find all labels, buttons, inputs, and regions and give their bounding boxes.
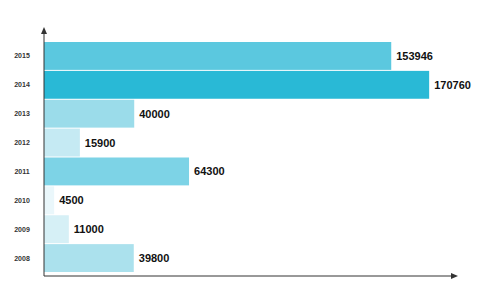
data-label: 153946 xyxy=(396,50,433,62)
category-label: 2013 xyxy=(14,110,30,117)
chart-svg: 2008 39800 2009 11000 2010 4500 2011 64300 2012 1… xyxy=(0,0,491,299)
bar xyxy=(44,42,391,70)
category-label: 2012 xyxy=(14,139,30,146)
bar xyxy=(44,71,429,99)
data-label: 15900 xyxy=(85,137,116,149)
data-label: 64300 xyxy=(194,165,225,177)
labels: 2008 39800 2009 11000 2010 4500 2011 64300 2012 1… xyxy=(14,50,471,264)
bars xyxy=(44,42,429,272)
bar xyxy=(44,215,69,243)
y-axis-arrow xyxy=(41,27,47,34)
category-label: 2010 xyxy=(14,197,30,204)
data-label: 40000 xyxy=(139,108,170,120)
x-axis-arrow xyxy=(451,273,458,279)
bar xyxy=(44,244,134,272)
bar xyxy=(44,129,80,157)
category-label: 2014 xyxy=(14,81,30,88)
x-axis xyxy=(44,276,453,277)
chart-container: 2008 39800 2009 11000 2010 4500 2011 64300 2012 1… xyxy=(0,0,491,299)
bar xyxy=(44,100,134,128)
category-label: 2011 xyxy=(14,168,29,175)
category-label: 2015 xyxy=(14,52,30,59)
axes xyxy=(41,27,458,279)
data-label: 170760 xyxy=(434,79,471,91)
data-label: 4500 xyxy=(59,194,83,206)
y-axis xyxy=(44,32,45,276)
data-label: 39800 xyxy=(139,252,170,264)
bar xyxy=(44,186,54,214)
data-label: 11000 xyxy=(74,223,104,235)
category-label: 2008 xyxy=(14,255,30,262)
category-label: 2009 xyxy=(14,226,30,233)
bar xyxy=(44,158,189,186)
